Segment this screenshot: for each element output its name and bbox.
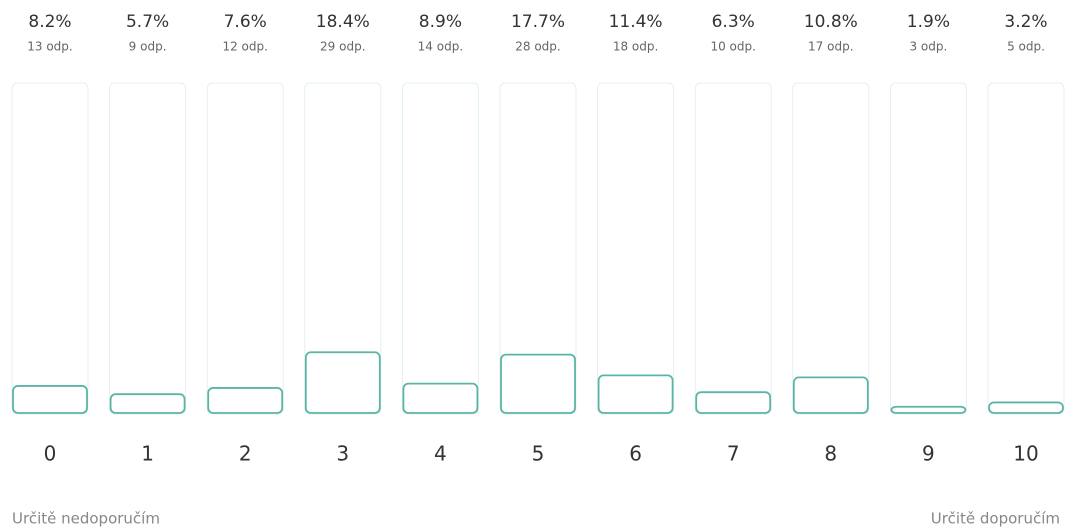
count-label: 3 odp. <box>909 40 947 54</box>
count-label: 17 odp. <box>808 40 853 54</box>
count-label: 18 odp. <box>613 40 658 54</box>
percent-label: 1.9% <box>907 12 950 32</box>
bar <box>695 391 772 414</box>
count-label: 12 odp. <box>222 40 267 54</box>
category-label: 4 <box>434 442 447 466</box>
column-track <box>987 82 1065 415</box>
bar <box>304 351 381 414</box>
bar <box>890 405 967 414</box>
column-track <box>11 82 89 415</box>
percent-label: 17.7% <box>511 12 565 32</box>
bar <box>402 382 479 414</box>
count-label: 9 odp. <box>129 40 167 54</box>
column-track <box>109 82 187 415</box>
bar <box>207 387 284 414</box>
category-label: 6 <box>629 442 642 466</box>
count-label: 28 odp. <box>515 40 560 54</box>
bar <box>988 401 1064 414</box>
percent-label: 3.2% <box>1004 12 1047 32</box>
column-track <box>694 82 772 415</box>
category-label: 8 <box>824 442 837 466</box>
bar <box>109 393 186 414</box>
bar <box>597 374 674 414</box>
category-label: 9 <box>922 442 935 466</box>
column-track <box>401 82 479 415</box>
bar <box>12 385 88 414</box>
count-label: 13 odp. <box>27 40 72 54</box>
column-track <box>889 82 967 415</box>
category-label: 5 <box>532 442 545 466</box>
category-label: 1 <box>141 442 154 466</box>
count-label: 10 odp. <box>710 40 755 54</box>
category-label: 7 <box>727 442 740 466</box>
percent-label: 8.9% <box>419 12 462 32</box>
percent-label: 10.8% <box>804 12 858 32</box>
percent-label: 8.2% <box>28 12 71 32</box>
percent-label: 5.7% <box>126 12 169 32</box>
count-label: 5 odp. <box>1007 40 1045 54</box>
column-track <box>499 82 577 415</box>
category-label: 10 <box>1013 442 1038 466</box>
bar <box>500 353 576 414</box>
percent-label: 6.3% <box>712 12 755 32</box>
percent-label: 18.4% <box>316 12 370 32</box>
percent-label: 11.4% <box>609 12 663 32</box>
column-track <box>792 82 870 415</box>
column-track <box>304 82 382 415</box>
scale-max-label: Určitě doporučím <box>931 510 1060 528</box>
percent-label: 7.6% <box>224 12 267 32</box>
bar <box>792 376 869 414</box>
count-label: 14 odp. <box>418 40 463 54</box>
category-label: 0 <box>44 442 57 466</box>
category-label: 2 <box>239 442 252 466</box>
scale-min-label: Určitě nedoporučím <box>12 510 160 528</box>
category-label: 3 <box>336 442 349 466</box>
column-track <box>597 82 675 415</box>
count-label: 29 odp. <box>320 40 365 54</box>
column-track <box>206 82 284 415</box>
